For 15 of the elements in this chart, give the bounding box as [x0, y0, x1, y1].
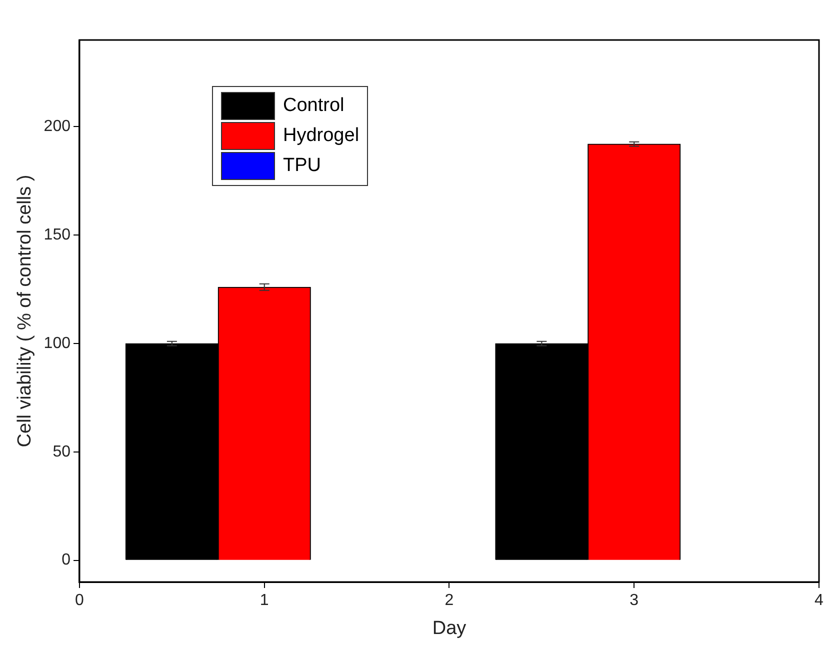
- x-tick-label: 0: [75, 592, 84, 610]
- x-axis-title: Day: [432, 618, 467, 639]
- legend-label: Hydrogel: [283, 125, 360, 147]
- y-tick-label: 200: [44, 118, 71, 136]
- y-tick-label: 100: [44, 334, 71, 352]
- legend-label: TPU: [283, 155, 321, 177]
- x-tick-label: 3: [630, 592, 639, 610]
- x-tick-label: 1: [260, 592, 269, 610]
- y-tick-label: 50: [52, 443, 71, 460]
- legend-label: Control: [283, 95, 344, 117]
- x-tick-label: 4: [814, 592, 824, 610]
- y-tick-label: 150: [44, 226, 71, 244]
- y-axis-title: Cell viability ( % of control cells ): [14, 174, 36, 448]
- x-tick-label: 2: [444, 592, 454, 610]
- y-tick-label: 0: [62, 552, 71, 569]
